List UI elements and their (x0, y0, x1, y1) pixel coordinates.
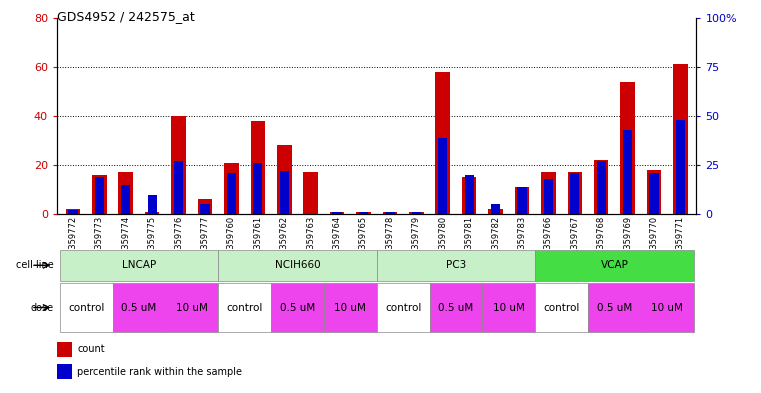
Bar (435, 72, 450, 214)
Bar (165, 283, 218, 332)
Bar (59, 250, 218, 281)
Text: control: control (68, 303, 104, 312)
Bar (200, 204, 209, 214)
Bar (250, 121, 265, 214)
Text: 0.5 uM: 0.5 uM (121, 303, 157, 312)
Bar (57, 342, 72, 357)
Bar (271, 283, 324, 332)
Bar (383, 212, 397, 214)
Bar (94, 177, 104, 214)
Bar (356, 212, 371, 214)
Text: control: control (227, 303, 263, 312)
Bar (568, 173, 582, 214)
Bar (121, 185, 130, 214)
Bar (377, 250, 535, 281)
Bar (491, 204, 500, 214)
Bar (224, 163, 239, 214)
Bar (641, 283, 694, 332)
Bar (570, 173, 579, 214)
Text: GDS4952 / 242575_at: GDS4952 / 242575_at (57, 10, 195, 23)
Bar (59, 283, 113, 332)
Text: 10 uM: 10 uM (176, 303, 208, 312)
Bar (597, 161, 606, 214)
Bar (535, 250, 694, 281)
Bar (462, 177, 476, 214)
Bar (482, 283, 535, 332)
Bar (544, 179, 553, 214)
Text: 10 uM: 10 uM (651, 303, 683, 312)
Bar (145, 212, 160, 214)
Bar (218, 283, 271, 332)
Text: 0.5 uM: 0.5 uM (438, 303, 473, 312)
Bar (594, 160, 609, 214)
Bar (464, 175, 474, 214)
Bar (277, 145, 291, 214)
Text: 10 uM: 10 uM (334, 303, 366, 312)
Bar (429, 283, 482, 332)
Text: PC3: PC3 (446, 260, 466, 270)
Bar (620, 81, 635, 214)
Bar (279, 171, 289, 214)
Bar (588, 283, 641, 332)
Text: percentile rank within the sample: percentile rank within the sample (78, 367, 243, 377)
Text: VCAP: VCAP (600, 260, 629, 270)
Bar (227, 173, 236, 214)
Text: 10 uM: 10 uM (493, 303, 524, 312)
Text: count: count (78, 344, 105, 354)
Bar (218, 250, 377, 281)
Bar (148, 195, 157, 214)
Bar (438, 138, 447, 214)
Text: cell line: cell line (15, 260, 53, 270)
Bar (198, 199, 212, 214)
Bar (304, 173, 318, 214)
Text: LNCAP: LNCAP (122, 260, 156, 270)
Bar (649, 173, 659, 214)
Bar (377, 283, 429, 332)
Text: control: control (385, 303, 422, 312)
Bar (535, 283, 588, 332)
Bar (517, 187, 527, 214)
Text: dose: dose (30, 303, 53, 312)
Bar (119, 173, 133, 214)
Text: 0.5 uM: 0.5 uM (280, 303, 315, 312)
Text: control: control (543, 303, 580, 312)
Bar (409, 212, 424, 214)
Bar (541, 173, 556, 214)
Bar (623, 130, 632, 214)
Bar (333, 212, 342, 214)
Bar (647, 170, 661, 214)
Bar (489, 209, 503, 214)
Bar (359, 212, 368, 214)
Bar (324, 283, 377, 332)
Bar (412, 212, 421, 214)
Text: NCIH660: NCIH660 (275, 260, 320, 270)
Bar (514, 187, 529, 214)
Bar (253, 163, 263, 214)
Bar (65, 209, 80, 214)
Bar (676, 120, 685, 214)
Bar (57, 364, 72, 380)
Bar (113, 283, 165, 332)
Bar (92, 175, 107, 214)
Bar (171, 116, 186, 214)
Bar (174, 161, 183, 214)
Bar (673, 64, 688, 214)
Bar (68, 210, 78, 214)
Bar (385, 212, 394, 214)
Bar (330, 212, 344, 214)
Text: 0.5 uM: 0.5 uM (597, 303, 632, 312)
